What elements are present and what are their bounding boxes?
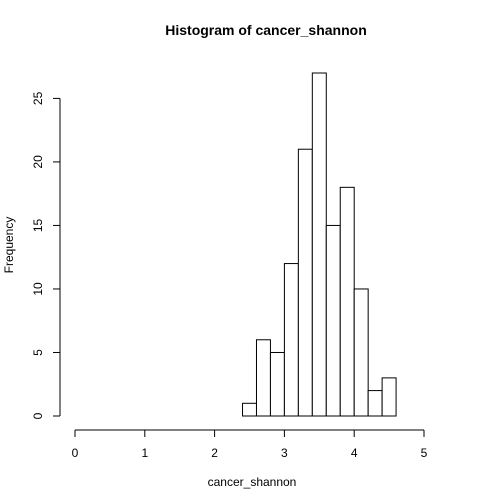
y-axis-title: Frequency	[2, 217, 16, 274]
y-tick-label: 10	[31, 282, 45, 296]
histogram-bar	[255, 339, 271, 417]
chart-title: Histogram of cancer_shannon	[165, 22, 367, 38]
bars-group	[242, 72, 397, 417]
histogram-bar	[297, 148, 313, 417]
x-tick-label: 2	[211, 446, 218, 460]
histogram-bar	[339, 186, 355, 417]
x-tick-label: 4	[351, 446, 358, 460]
x-tick-label: 3	[281, 446, 288, 460]
histogram-bar	[311, 72, 327, 417]
x-axis: 0 1 2 3 4 5	[72, 429, 428, 460]
y-axis: 0 5 10 15 20 25	[31, 91, 61, 419]
histogram-bar	[325, 224, 341, 417]
histogram-bar	[242, 402, 257, 417]
x-tick-label: 0	[72, 446, 79, 460]
x-tick-label: 1	[141, 446, 148, 460]
y-tick-label: 5	[31, 349, 45, 356]
y-tick-label: 15	[31, 218, 45, 232]
histogram-bar	[283, 263, 299, 417]
x-axis-title: cancer_shannon	[208, 475, 297, 489]
histogram-bar	[381, 377, 397, 417]
histogram-bar	[353, 288, 369, 417]
x-tick-label: 5	[421, 446, 428, 460]
histogram-bar	[367, 390, 383, 417]
histogram-bar	[269, 351, 285, 417]
y-tick-label: 25	[31, 91, 45, 105]
y-tick-label: 20	[31, 155, 45, 169]
y-tick-label: 0	[31, 412, 45, 419]
